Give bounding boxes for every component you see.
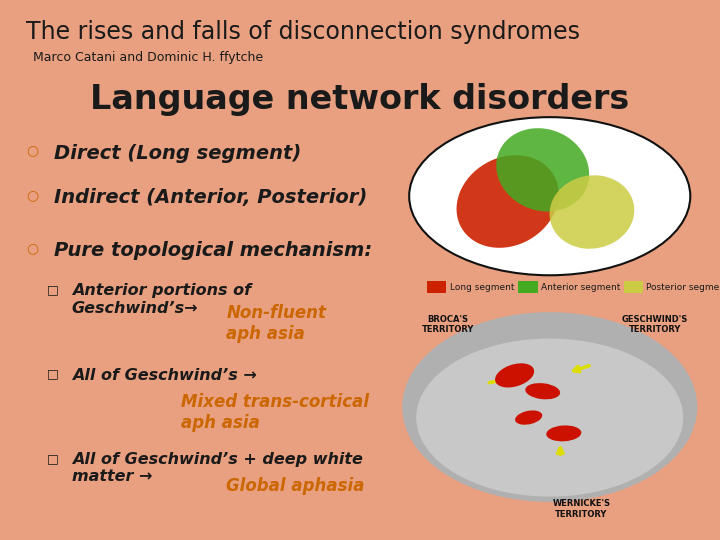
Text: □: □ xyxy=(48,452,59,465)
Text: All of Geschwind’s →: All of Geschwind’s → xyxy=(72,368,256,382)
Text: Indirect (Anterior, Posterior): Indirect (Anterior, Posterior) xyxy=(54,188,368,207)
Text: Pure topological mechanism:: Pure topological mechanism: xyxy=(54,241,372,260)
Text: Long segment: Long segment xyxy=(450,283,515,292)
Text: ○: ○ xyxy=(26,188,38,202)
Text: ○: ○ xyxy=(26,241,38,255)
Bar xyxy=(624,281,643,293)
Text: Mixed trans-cortical
aph asia: Mixed trans-cortical aph asia xyxy=(181,393,369,431)
Bar xyxy=(518,281,538,293)
Text: All of Geschwind’s + deep white
matter →: All of Geschwind’s + deep white matter → xyxy=(72,452,363,484)
Text: Direct (Long segment): Direct (Long segment) xyxy=(54,144,302,163)
Text: Posterior segment: Posterior segment xyxy=(646,283,720,292)
Text: The rises and falls of disconnection syndromes: The rises and falls of disconnection syn… xyxy=(26,19,580,44)
Ellipse shape xyxy=(546,426,581,441)
Ellipse shape xyxy=(456,155,559,248)
Text: Language network disorders: Language network disorders xyxy=(91,83,629,116)
Text: WERNICKE'S
TERRITORY: WERNICKE'S TERRITORY xyxy=(552,500,611,518)
Ellipse shape xyxy=(526,383,560,400)
Text: □: □ xyxy=(48,368,59,381)
Ellipse shape xyxy=(409,117,690,275)
Text: Non-fluent
aph asia: Non-fluent aph asia xyxy=(227,304,326,343)
Text: Global aphasia: Global aphasia xyxy=(227,477,365,495)
Ellipse shape xyxy=(495,363,534,388)
Text: GESCHWIND'S
TERRITORY: GESCHWIND'S TERRITORY xyxy=(622,315,688,334)
Text: ○: ○ xyxy=(26,144,38,158)
Text: Anterior segment: Anterior segment xyxy=(541,283,620,292)
Bar xyxy=(427,281,446,293)
Text: Anterior portions of
Geschwind’s→: Anterior portions of Geschwind’s→ xyxy=(72,283,251,315)
Ellipse shape xyxy=(402,312,697,502)
Ellipse shape xyxy=(416,339,683,497)
Ellipse shape xyxy=(515,410,542,425)
Ellipse shape xyxy=(549,176,634,249)
Text: □: □ xyxy=(48,283,59,296)
Text: BROCA'S
TERRITORY: BROCA'S TERRITORY xyxy=(422,315,474,334)
Ellipse shape xyxy=(496,128,589,212)
Text: Marco Catani and Dominic H. ffytche: Marco Catani and Dominic H. ffytche xyxy=(33,51,264,64)
